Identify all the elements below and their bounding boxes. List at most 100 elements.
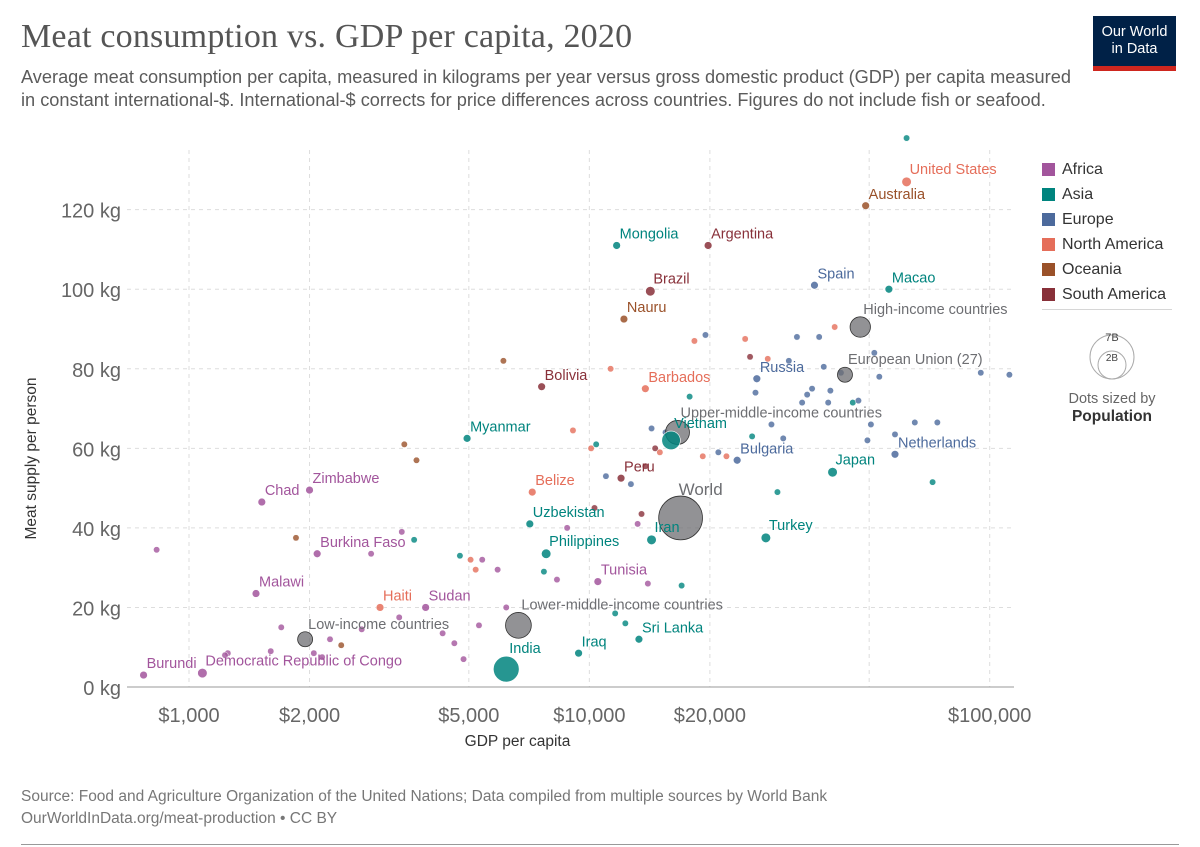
data-point xyxy=(890,450,900,459)
legend-label: South America xyxy=(1062,285,1167,303)
data-point xyxy=(820,363,828,371)
data-point xyxy=(831,323,839,331)
data-point xyxy=(612,241,621,250)
point-label: Chad xyxy=(265,483,300,499)
data-point xyxy=(752,389,759,397)
data-point xyxy=(824,399,832,407)
data-point xyxy=(779,434,787,442)
legend-swatch-europe xyxy=(1042,213,1055,226)
data-point xyxy=(602,472,610,480)
data-point xyxy=(499,357,507,365)
data-point xyxy=(722,452,730,460)
footer: Source: Food and Agriculture Organizatio… xyxy=(21,786,827,830)
logo-line-2: in Data xyxy=(1111,41,1158,57)
point-label: United States xyxy=(910,162,997,178)
point-label: Turkey xyxy=(769,518,814,534)
point-label: Sri Lanka xyxy=(642,620,704,636)
data-point xyxy=(591,504,598,512)
data-point xyxy=(644,580,652,588)
data-point xyxy=(525,519,535,529)
y-tick-label: 40 kg xyxy=(72,519,121,541)
data-point xyxy=(310,649,318,657)
data-point xyxy=(808,385,816,393)
data-point xyxy=(875,373,883,381)
data-point xyxy=(537,382,546,391)
data-point xyxy=(292,534,300,542)
data-point xyxy=(658,495,703,541)
data-point xyxy=(326,635,334,643)
size-label-large: 7B xyxy=(1105,332,1118,344)
point-label: Argentina xyxy=(711,227,774,243)
x-tick-label: $2,000 xyxy=(279,705,340,727)
point-label: Belize xyxy=(535,473,575,489)
legend-item-south-america[interactable]: South America xyxy=(1042,282,1166,307)
data-point xyxy=(746,353,754,361)
point-label: High-income countries xyxy=(863,302,1007,318)
point-label: Burkina Faso xyxy=(320,535,405,551)
data-point xyxy=(861,201,870,210)
point-label: Bolivia xyxy=(545,368,589,384)
owid-logo[interactable]: Our World in Data xyxy=(1093,16,1176,71)
data-point xyxy=(375,603,385,612)
legend-label: Oceania xyxy=(1062,260,1122,278)
data-point xyxy=(933,419,941,426)
legend-item-oceania[interactable]: Oceania xyxy=(1042,257,1166,282)
legend-item-asia[interactable]: Asia xyxy=(1042,182,1166,207)
legend-item-europe[interactable]: Europe xyxy=(1042,207,1166,232)
data-point xyxy=(475,621,483,629)
data-point xyxy=(367,550,375,558)
data-point xyxy=(619,314,629,324)
data-point xyxy=(413,456,420,464)
point-label: Macao xyxy=(892,270,936,286)
data-point xyxy=(305,485,314,495)
data-point xyxy=(267,647,275,655)
point-label: European Union (27) xyxy=(848,352,983,368)
data-point xyxy=(803,391,811,399)
data-point xyxy=(703,241,713,250)
data-point xyxy=(798,399,806,407)
legend-item-africa[interactable]: Africa xyxy=(1042,157,1166,182)
data-point xyxy=(903,134,911,142)
data-point xyxy=(849,316,871,338)
data-point xyxy=(732,456,742,465)
data-point xyxy=(563,524,571,532)
data-point xyxy=(493,655,520,683)
data-point xyxy=(641,384,650,393)
license-note[interactable]: OurWorldInData.org/meat-production • CC … xyxy=(21,810,338,827)
legend-item-north-america[interactable]: North America xyxy=(1042,232,1166,257)
data-point xyxy=(592,440,600,448)
size-legend: 7B 2B Dots sized by Population xyxy=(1062,328,1162,426)
data-point xyxy=(139,670,148,680)
point-label: Russia xyxy=(760,360,805,376)
x-tick-label: $20,000 xyxy=(674,705,746,727)
data-point xyxy=(760,532,771,543)
data-point xyxy=(593,577,603,586)
data-point xyxy=(826,387,834,395)
data-point xyxy=(569,426,577,434)
data-point xyxy=(494,566,502,574)
point-label: Iraq xyxy=(582,634,607,650)
data-point xyxy=(251,589,261,598)
logo-accent-bar xyxy=(1093,66,1176,71)
data-point xyxy=(505,612,532,639)
point-label: Philippines xyxy=(549,534,619,550)
data-point xyxy=(472,566,480,574)
data-point xyxy=(891,430,899,438)
data-point xyxy=(574,648,583,658)
chart-title: Meat consumption vs. GDP per capita, 202… xyxy=(21,18,633,55)
chart-subtitle: Average meat consumption per capita, mea… xyxy=(21,67,1071,110)
legend-swatch-africa xyxy=(1042,163,1055,176)
data-point xyxy=(460,655,467,663)
data-point xyxy=(646,534,657,545)
data-point xyxy=(410,536,418,544)
data-point xyxy=(297,631,314,648)
data-point xyxy=(702,331,709,339)
point-label: Democratic Republic of Congo xyxy=(205,653,402,669)
legend-label: Africa xyxy=(1062,160,1103,178)
point-label: Tunisia xyxy=(601,563,648,579)
legend-label: Asia xyxy=(1062,185,1094,203)
x-tick-label: $10,000 xyxy=(553,705,625,727)
data-point xyxy=(467,556,475,564)
point-label: Netherlands xyxy=(898,435,976,451)
y-tick-label: 20 kg xyxy=(72,598,121,620)
